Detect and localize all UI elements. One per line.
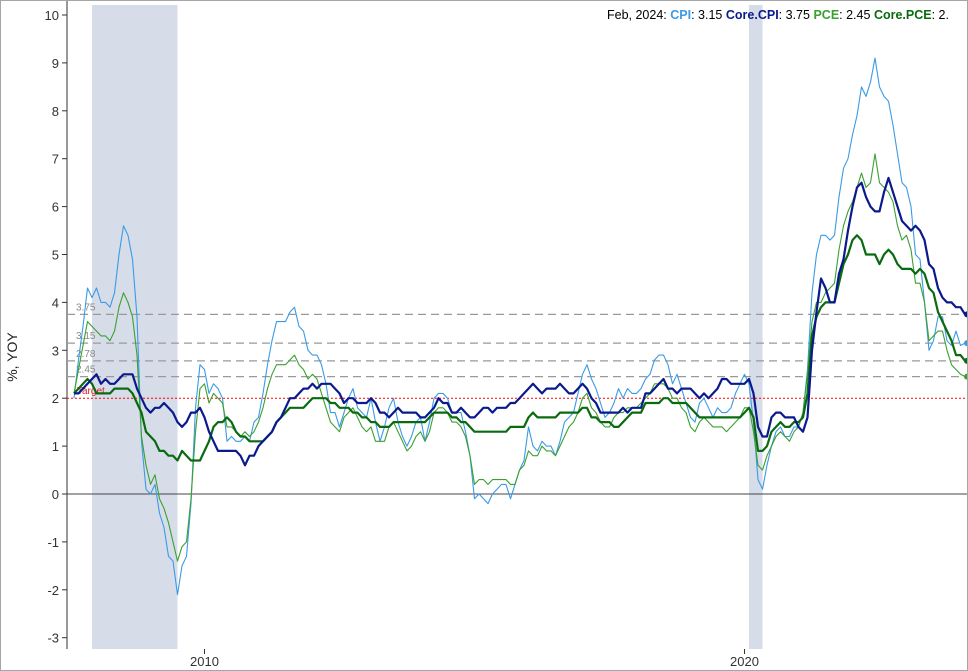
end-marker-core-cpi: [964, 311, 967, 318]
y-tick-label: -2: [47, 583, 59, 598]
reference-label: 2.78: [76, 349, 96, 360]
y-tick-label: 10: [45, 8, 59, 23]
series-line-pce: [73, 153, 966, 562]
legend-sep: :: [839, 8, 846, 22]
x-tick-label: 2020: [730, 654, 759, 669]
end-marker-pce: [964, 373, 967, 380]
legend-corecpi-name[interactable]: Core.CPI: [726, 8, 779, 22]
legend-corepce-name[interactable]: Core.PCE: [874, 8, 932, 22]
reference-lines: 3.75 3.15 2.78 2.45 Target: [67, 302, 967, 399]
series-line-cpi: [73, 57, 966, 596]
x-tick-label: 2010: [190, 654, 219, 669]
y-tick-label: -3: [47, 631, 59, 646]
legend: Feb, 2024: CPI: 3.15 Core.CPI: 3.75 PCE:…: [607, 8, 949, 22]
legend-cpi-value: 3.15: [698, 8, 722, 22]
y-tick-label: 0: [52, 487, 59, 502]
y-tick-label: 5: [52, 248, 59, 263]
y-tick-label: 3: [52, 343, 59, 358]
recession-band: [92, 5, 178, 649]
end-marker-cpi: [964, 340, 967, 347]
legend-corecpi-value: 3.75: [786, 8, 810, 22]
end-markers: [964, 311, 967, 380]
y-tick-label: 7: [52, 152, 59, 167]
y-tick-label: 6: [52, 200, 59, 215]
target-label: Target: [77, 386, 105, 397]
legend-sep: :: [932, 8, 939, 22]
y-tick-label: 2: [52, 391, 59, 406]
legend-pce-name[interactable]: PCE: [813, 8, 839, 22]
series-lines: [73, 57, 966, 596]
series-line-core-cpi: [74, 176, 966, 467]
legend-cpi-name[interactable]: CPI: [670, 8, 691, 22]
reference-label: 3.15: [76, 331, 96, 342]
y-axis-label: %, YOY: [4, 332, 20, 382]
legend-pce-value: 2.45: [846, 8, 870, 22]
legend-prefix: Feb, 2024:: [607, 8, 670, 22]
legend-sep: :: [779, 8, 786, 22]
y-tick-label: -1: [47, 535, 59, 550]
y-tick-label: 1: [52, 439, 59, 454]
y-tick-label: 9: [52, 56, 59, 71]
reference-label: 3.75: [76, 302, 96, 313]
reference-label: 2.45: [76, 365, 96, 376]
legend-sep: :: [691, 8, 698, 22]
recession-band: [749, 5, 763, 649]
end-marker-core-pce: [964, 357, 967, 364]
y-tick-label: 8: [52, 104, 59, 119]
y-tick-label: 4: [52, 295, 59, 310]
recession-bands: [92, 5, 763, 649]
legend-corepce-value: 2.: [939, 8, 949, 22]
